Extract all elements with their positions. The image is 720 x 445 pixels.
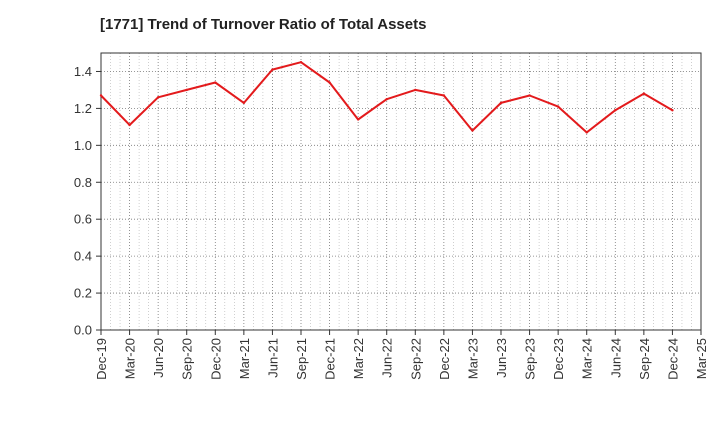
y-tick-label: 0.8 (74, 175, 92, 190)
plot-area (101, 53, 701, 330)
x-tick-label: Sep-20 (180, 338, 195, 380)
y-tick-label: 0.4 (74, 249, 92, 264)
x-tick-label: Sep-23 (523, 338, 538, 380)
data-point (185, 88, 188, 92)
x-tick-label: Mar-20 (123, 338, 138, 379)
x-tick-label: Jun-20 (151, 338, 166, 378)
data-point (614, 109, 617, 112)
y-tick-label: 1.2 (74, 101, 92, 116)
data-point (385, 97, 388, 101)
x-tick-label: Mar-25 (694, 338, 709, 379)
data-point (156, 96, 160, 99)
x-tick-label: Dec-19 (94, 338, 109, 380)
y-tick-label: 0.6 (74, 212, 92, 227)
data-point (556, 105, 560, 108)
x-tick-label: Dec-23 (551, 338, 566, 380)
data-point (642, 92, 646, 95)
x-tick-label: Dec-24 (665, 338, 680, 380)
chart-title: [1771] Trend of Turnover Ratio of Total … (100, 16, 427, 33)
data-point (528, 94, 531, 97)
data-point (471, 129, 474, 132)
x-tick-label: Sep-21 (294, 338, 309, 380)
data-point (414, 88, 417, 92)
data-point (214, 81, 217, 84)
x-tick-label: Dec-21 (323, 338, 338, 380)
data-point (328, 81, 331, 84)
x-tick-label: Sep-22 (408, 338, 423, 380)
y-tick-label: 1.4 (74, 64, 92, 79)
x-tick-label: Dec-20 (208, 338, 223, 380)
data-point (671, 109, 674, 112)
x-tick-label: Jun-22 (380, 338, 395, 378)
y-tick-label: 0.0 (74, 323, 92, 338)
data-point (299, 61, 303, 64)
plot-border (100, 52, 702, 331)
x-tick-label: Dec-22 (437, 338, 452, 380)
data-point (271, 68, 274, 71)
data-point (99, 94, 103, 97)
data-point (242, 101, 246, 105)
y-tick-label: 1.0 (74, 138, 92, 153)
data-point (499, 101, 503, 105)
data-point (356, 118, 360, 121)
x-tick-label: Jun-21 (265, 338, 280, 378)
data-point (585, 131, 588, 134)
data-point (128, 123, 131, 127)
x-tick-label: Jun-23 (494, 338, 509, 378)
x-tick-label: Mar-24 (580, 338, 595, 379)
x-tick-label: Mar-23 (465, 338, 480, 379)
x-tick-label: Mar-21 (237, 338, 252, 379)
x-tick-label: Sep-24 (637, 338, 652, 380)
x-tick-label: Jun-24 (608, 338, 623, 378)
y-tick-label: 0.2 (74, 286, 92, 301)
data-point (442, 94, 446, 97)
x-tick-label: Mar-22 (351, 338, 366, 379)
